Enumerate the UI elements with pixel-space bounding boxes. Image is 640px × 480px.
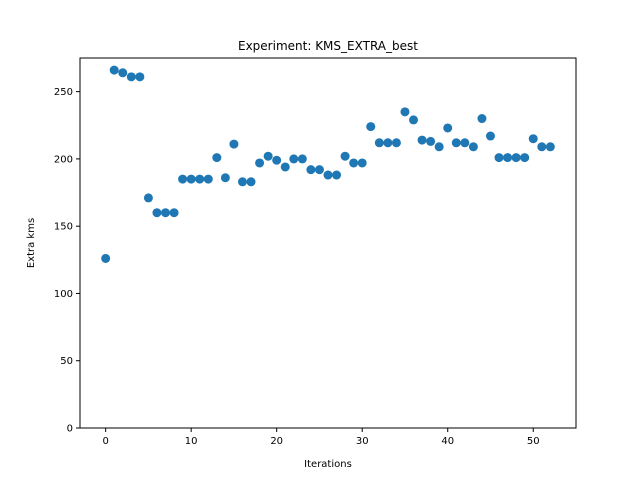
data-point [212, 153, 222, 163]
y-tick-label: 100 [54, 289, 73, 300]
data-point [280, 162, 290, 172]
data-point [169, 208, 179, 218]
data-point [357, 158, 367, 168]
data-point [297, 154, 307, 164]
data-point [409, 115, 419, 125]
x-tick-label: 0 [102, 436, 108, 447]
data-point [426, 136, 436, 146]
data-point [161, 208, 171, 218]
data-point [229, 139, 239, 149]
data-point [537, 142, 547, 152]
data-point [332, 170, 342, 180]
data-point [126, 72, 136, 82]
data-point [511, 153, 521, 163]
y-tick-label: 0 [67, 424, 73, 435]
data-point [135, 72, 145, 82]
data-point [494, 153, 504, 163]
y-tick-label: 50 [60, 356, 73, 367]
data-point [152, 208, 162, 218]
data-point [545, 142, 555, 152]
chart-title: Experiment: KMS_EXTRA_best [238, 39, 418, 53]
data-point [237, 177, 247, 187]
y-tick-label: 250 [54, 87, 73, 98]
data-point [289, 154, 299, 164]
data-point [143, 193, 153, 203]
x-tick-label: 20 [270, 436, 283, 447]
data-point [349, 158, 359, 168]
axis-ticks: 0 10 20 30 40 50 0 50 100 150 200 250 [54, 87, 540, 447]
data-point [417, 135, 427, 145]
data-point [340, 151, 350, 161]
data-point [109, 65, 119, 75]
data-point [101, 253, 111, 263]
data-point [477, 114, 487, 124]
x-axis-title: Iterations [304, 459, 352, 470]
data-point [220, 173, 230, 183]
data-point [195, 174, 205, 184]
data-point [383, 138, 393, 148]
data-point [263, 151, 273, 161]
data-point [374, 138, 384, 148]
data-point [468, 142, 478, 152]
x-tick-label: 30 [356, 436, 369, 447]
data-point [528, 134, 538, 144]
data-point [255, 158, 265, 168]
data-point [118, 68, 128, 78]
data-point [485, 131, 495, 141]
plot-area-frame [79, 57, 577, 429]
x-tick-label: 10 [185, 436, 198, 447]
data-points [101, 65, 555, 263]
data-point [460, 138, 470, 148]
data-point [391, 138, 401, 148]
data-point [434, 142, 444, 152]
data-point [186, 174, 196, 184]
y-tick-label: 150 [54, 222, 73, 233]
data-point [272, 155, 282, 165]
x-tick-label: 50 [527, 436, 540, 447]
data-point [306, 165, 316, 175]
data-point [503, 153, 513, 163]
data-point [314, 165, 324, 175]
data-point [178, 174, 188, 184]
data-point [520, 153, 530, 163]
data-point [203, 174, 213, 184]
x-tick-label: 40 [441, 436, 454, 447]
data-point [246, 177, 256, 187]
data-point [451, 138, 461, 148]
y-tick-label: 200 [54, 154, 73, 165]
data-point [443, 123, 453, 133]
y-axis-title: Extra kms [26, 218, 37, 268]
data-point [366, 122, 376, 132]
data-point [323, 170, 333, 180]
data-point [400, 107, 410, 117]
